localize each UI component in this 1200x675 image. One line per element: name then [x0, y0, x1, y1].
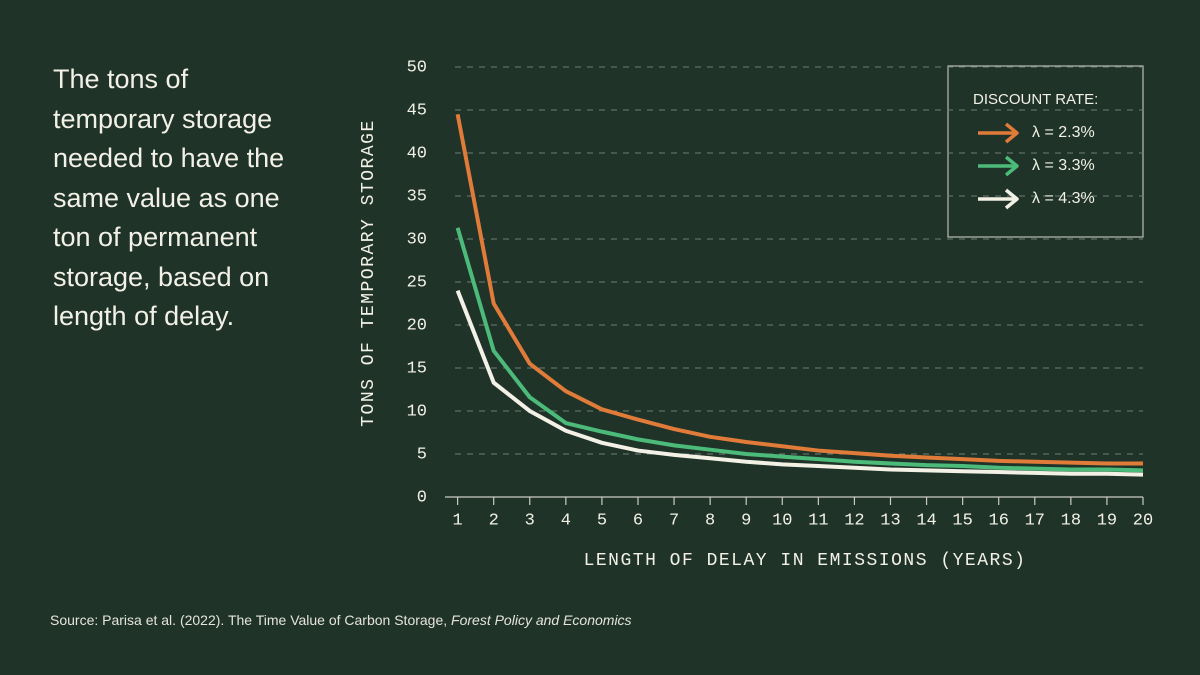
x-tick-label: 11 [808, 511, 828, 530]
x-tick-label: 8 [705, 511, 715, 530]
legend-label: λ = 4.3% [1032, 190, 1095, 207]
y-axis-label: TONS OF TEMPORARY STORAGE [359, 119, 379, 427]
x-tick-label: 5 [597, 511, 607, 530]
y-tick-label: 50 [407, 58, 427, 77]
legend-arrowhead [1004, 122, 1019, 144]
x-tick-label: 17 [1025, 511, 1045, 530]
x-tick-label: 7 [669, 511, 679, 530]
y-tick-label: 40 [407, 144, 427, 163]
y-tick-label: 45 [407, 101, 427, 120]
y-tick-label: 30 [407, 230, 427, 249]
x-tick-label: 12 [844, 511, 864, 530]
y-tick-label: 20 [407, 316, 427, 335]
legend-arrowhead [1004, 155, 1019, 177]
y-tick-label: 5 [417, 445, 427, 464]
source: Source: Parisa et al. (2022). The Time V… [50, 612, 632, 628]
x-tick-label: 1 [453, 511, 463, 530]
data-line [455, 289, 1144, 477]
x-tick-label: 13 [880, 511, 900, 530]
source-journal: Forest Policy and Economics [451, 612, 632, 628]
y-tick-label: 25 [407, 273, 427, 292]
legend-arrowhead [1004, 188, 1019, 210]
legend-label: λ = 3.3% [1032, 157, 1095, 174]
data-line [455, 113, 1143, 466]
source-text: Source: Parisa et al. (2022). The Time V… [50, 612, 448, 628]
x-tick-label: 18 [1061, 511, 1081, 530]
x-tick-label: 9 [741, 511, 751, 530]
x-tick-label: 20 [1133, 511, 1153, 530]
y-tick-label: 15 [407, 359, 427, 378]
x-tick-label: 14 [916, 511, 936, 530]
legend-title: DISCOUNT RATE: [973, 91, 1098, 108]
x-tick-label: 16 [989, 511, 1009, 530]
x-tick-label: 6 [633, 511, 643, 530]
x-tick-label: 10 [772, 511, 792, 530]
x-tick-label: 19 [1097, 511, 1117, 530]
x-axis-label: LENGTH OF DELAY IN EMISSIONS (YEARS) [584, 551, 1027, 571]
x-tick-label: 2 [489, 511, 499, 530]
data-line [455, 227, 1144, 473]
chart-title: The tons of temporary storage needed to … [53, 64, 285, 331]
x-tick-label: 15 [952, 511, 972, 530]
legend-box [947, 65, 1144, 238]
y-tick-label: 35 [407, 187, 427, 206]
y-tick-label: 0 [417, 488, 427, 507]
y-tick-label: 10 [407, 402, 427, 421]
legend-label: λ = 2.3% [1032, 124, 1095, 141]
x-tick-label: 3 [525, 511, 535, 530]
x-tick-label: 4 [561, 511, 571, 530]
